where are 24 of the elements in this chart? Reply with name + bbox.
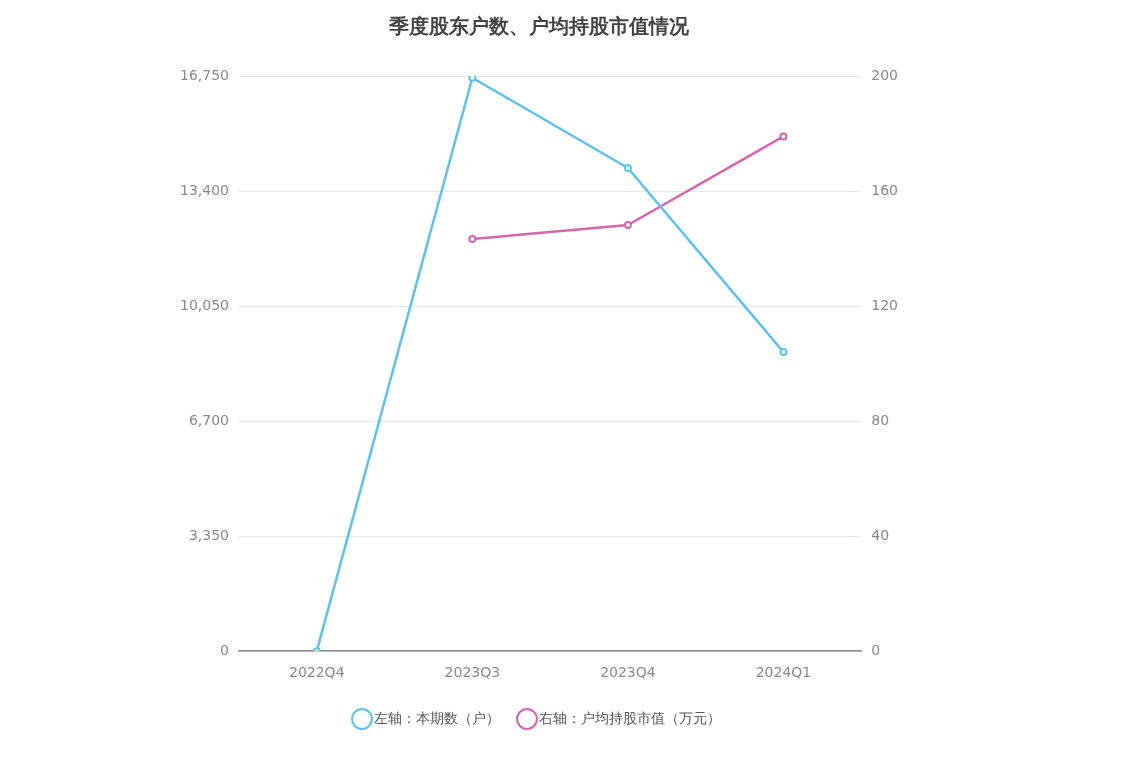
legend-label: 右轴：户均持股市值（万元） <box>539 709 721 726</box>
y2-tick-label: 120 <box>871 296 899 313</box>
point <box>623 220 632 229</box>
y-tick-label: 10,050 <box>179 296 229 313</box>
y-tick-label: 13,400 <box>179 181 229 198</box>
y-tick-label: 6,700 <box>188 411 229 428</box>
y2-tick-label: 80 <box>871 411 890 428</box>
point <box>779 348 788 357</box>
x-tick-label: 2023Q4 <box>600 664 656 681</box>
y2-tick-label: 0 <box>871 641 881 658</box>
y2-tick-label: 160 <box>871 181 899 198</box>
y-tick-label: 3,350 <box>188 526 229 543</box>
x-tick-label: 2024Q1 <box>755 664 812 681</box>
x-tick-label: 2023Q3 <box>444 664 501 681</box>
legend-label: 左轴：本期数（户） <box>374 709 500 726</box>
y2-tick-label: 200 <box>871 66 899 83</box>
point <box>623 164 632 173</box>
y-tick-label: 0 <box>220 641 229 658</box>
y-tick-label: 16,750 <box>179 66 229 83</box>
chart-title: 季度股东户数、户均持股市值情况 <box>388 14 690 39</box>
point <box>468 235 477 244</box>
y2-tick-label: 40 <box>871 526 890 543</box>
point <box>779 132 788 141</box>
x-tick-label: 2022Q4 <box>288 664 345 681</box>
